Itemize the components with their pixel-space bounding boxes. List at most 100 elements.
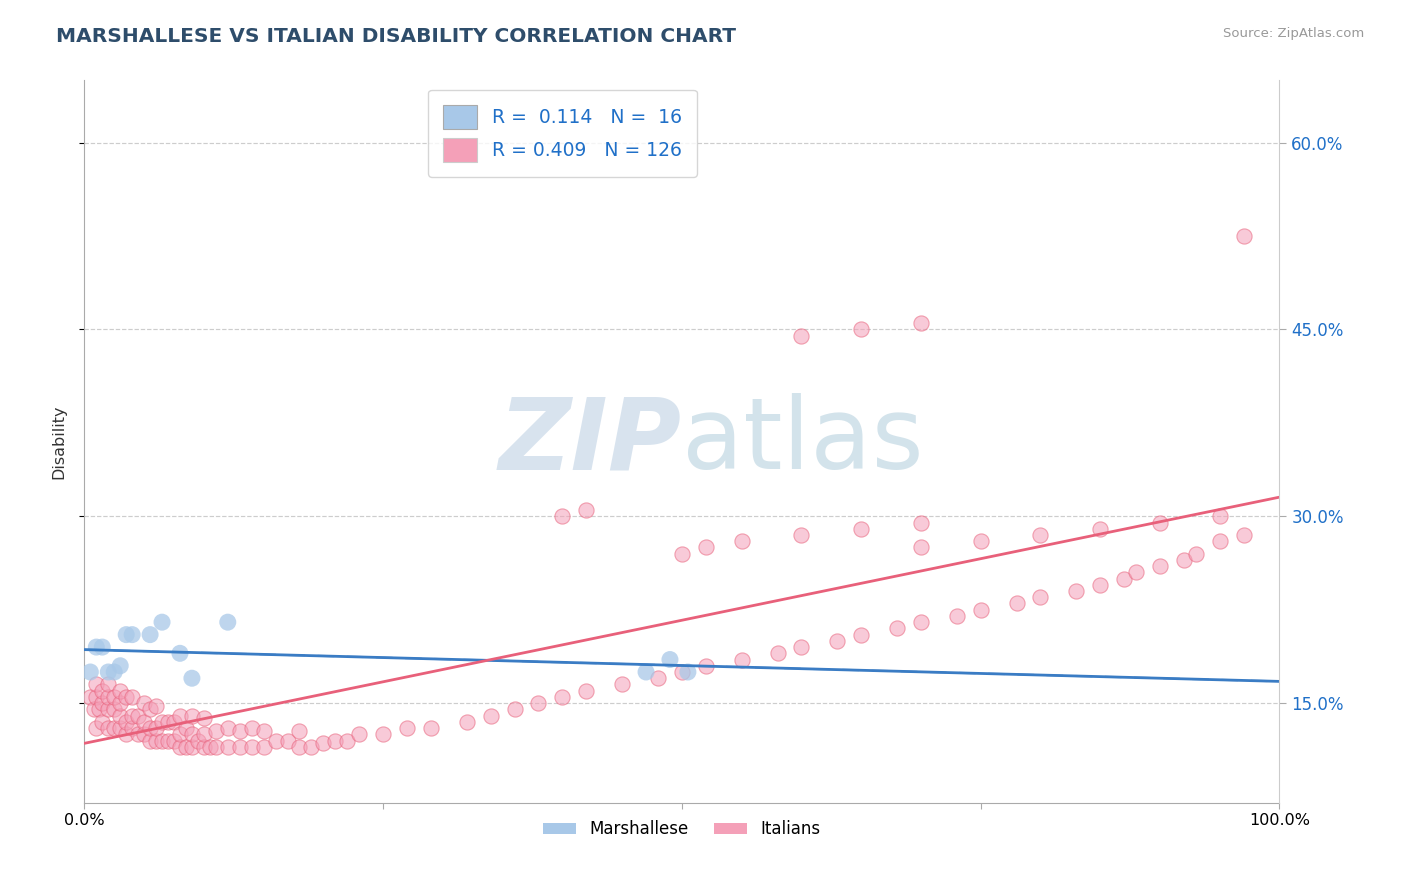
Point: [83, 702, 105, 716]
Point: [217, 615, 239, 630]
Point: [103, 702, 125, 716]
Point: [1209, 534, 1232, 549]
Point: [1149, 516, 1171, 530]
Point: [150, 733, 173, 747]
Point: [132, 714, 156, 729]
Point: [647, 671, 669, 685]
Point: [551, 509, 574, 524]
Point: [121, 708, 143, 723]
Point: [671, 665, 693, 679]
Point: [169, 646, 191, 660]
Point: [121, 721, 143, 735]
Point: [86, 690, 108, 704]
Point: [790, 328, 813, 343]
Point: [150, 615, 173, 630]
Point: [132, 727, 156, 741]
Point: [110, 708, 132, 723]
Point: [575, 683, 598, 698]
Point: [636, 665, 658, 679]
Point: [157, 714, 180, 729]
Point: [139, 702, 162, 716]
Point: [336, 733, 359, 747]
Point: [79, 690, 101, 704]
Point: [288, 739, 311, 754]
Point: [169, 727, 191, 741]
Point: [187, 733, 209, 747]
Point: [132, 696, 156, 710]
Point: [91, 683, 114, 698]
Point: [127, 727, 149, 741]
Point: [970, 534, 993, 549]
Text: MARSHALLESE VS ITALIAN DISABILITY CORRELATION CHART: MARSHALLESE VS ITALIAN DISABILITY CORREL…: [56, 27, 737, 45]
Point: [790, 640, 813, 654]
Point: [97, 702, 120, 716]
Point: [946, 609, 969, 624]
Point: [110, 658, 132, 673]
Point: [676, 665, 699, 679]
Point: [145, 698, 167, 713]
Point: [97, 665, 120, 679]
Point: [103, 721, 125, 735]
Point: [1185, 547, 1208, 561]
Point: [551, 690, 574, 704]
Point: [1005, 597, 1028, 611]
Point: [1125, 566, 1147, 580]
Point: [157, 733, 180, 747]
Point: [695, 541, 717, 555]
Point: [229, 723, 252, 738]
Point: [193, 711, 215, 725]
Point: [301, 739, 323, 754]
Point: [198, 739, 221, 754]
Point: [174, 739, 197, 754]
Point: [110, 696, 132, 710]
Point: [193, 727, 215, 741]
Point: [86, 721, 108, 735]
Point: [174, 721, 197, 735]
Point: [503, 702, 526, 716]
Point: [91, 714, 114, 729]
Point: [349, 727, 371, 741]
Point: [575, 503, 598, 517]
Point: [145, 721, 167, 735]
Point: [1233, 528, 1256, 542]
Point: [851, 322, 873, 336]
Point: [910, 541, 932, 555]
Point: [121, 690, 143, 704]
Point: [731, 534, 754, 549]
Point: [181, 727, 204, 741]
Point: [910, 316, 932, 330]
Point: [115, 714, 138, 729]
Point: [312, 736, 335, 750]
Point: [169, 708, 191, 723]
Text: Source: ZipAtlas.com: Source: ZipAtlas.com: [1223, 27, 1364, 40]
Point: [139, 721, 162, 735]
Point: [181, 671, 204, 685]
Point: [886, 621, 908, 635]
Point: [103, 665, 125, 679]
Point: [205, 739, 228, 754]
Point: [1149, 559, 1171, 574]
Point: [217, 739, 239, 754]
Text: ZIP: ZIP: [499, 393, 682, 490]
Point: [110, 721, 132, 735]
Point: [456, 714, 478, 729]
Point: [695, 658, 717, 673]
Point: [169, 739, 191, 754]
Point: [115, 627, 138, 641]
Point: [181, 739, 204, 754]
Point: [1090, 522, 1112, 536]
Point: [229, 739, 252, 754]
Point: [910, 615, 932, 630]
Point: [396, 721, 419, 735]
Point: [420, 721, 443, 735]
Point: [103, 690, 125, 704]
Point: [91, 696, 114, 710]
Point: [121, 627, 143, 641]
Point: [612, 677, 634, 691]
Point: [325, 733, 347, 747]
Point: [127, 708, 149, 723]
Point: [766, 646, 789, 660]
Point: [217, 721, 239, 735]
Point: [240, 739, 263, 754]
Point: [110, 683, 132, 698]
